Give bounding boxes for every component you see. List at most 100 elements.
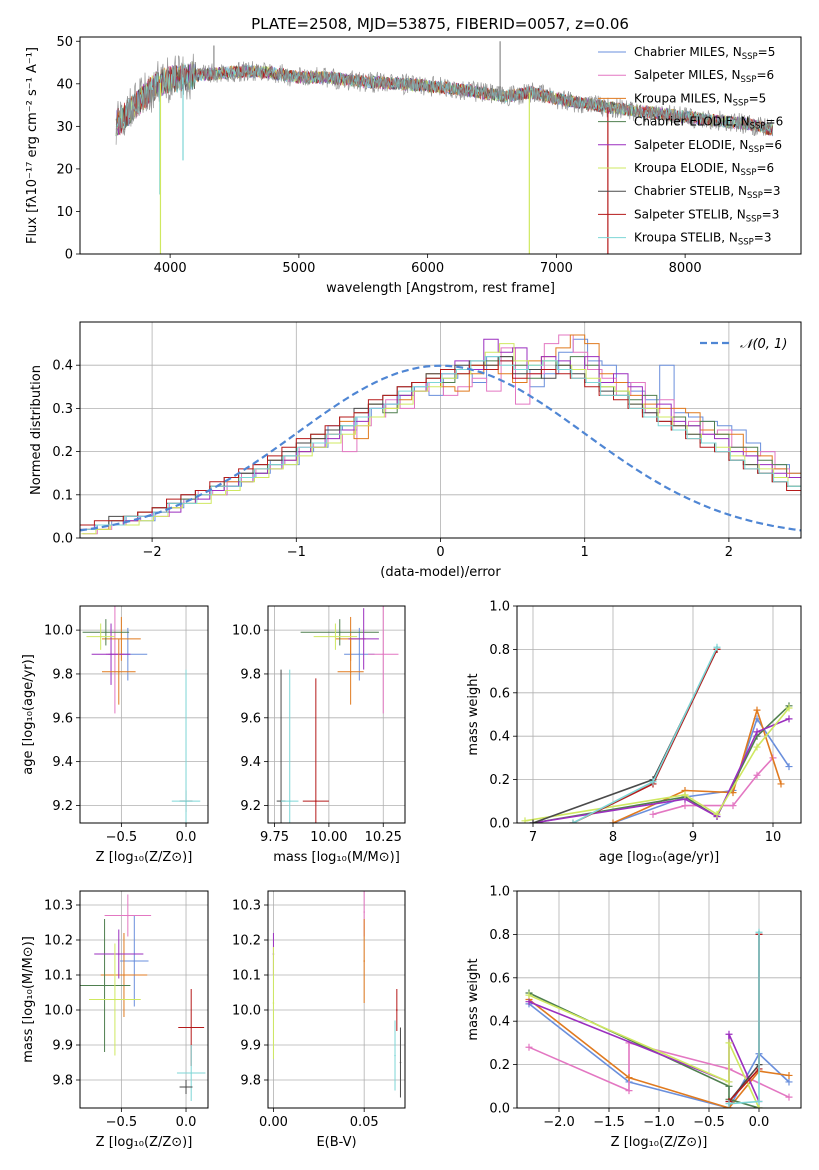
x-tick-label: 10.00: [310, 830, 347, 845]
data-point: [315, 800, 317, 802]
error-bars: [80, 894, 206, 1101]
weight-line: [528, 998, 790, 1108]
data-point: [185, 1086, 187, 1088]
x-tick-label: 0.0: [749, 1115, 770, 1130]
weight-marker: [713, 810, 721, 818]
figure-title: PLATE=2508, MJD=53875, FIBERID=0057, z=0…: [251, 15, 629, 33]
x-tick-label: 1: [581, 545, 589, 560]
x-tick-label: 7000: [540, 261, 573, 276]
plot-frame: [79, 36, 802, 255]
plot-frame: [267, 605, 406, 824]
x-axis-label: E(B-V): [316, 1135, 356, 1150]
plot-frame: [516, 605, 802, 824]
y-tick-label: 30: [56, 120, 73, 135]
weight-marker: [681, 802, 689, 810]
data-point: [110, 653, 112, 656]
data-point: [127, 914, 129, 917]
data-point: [362, 638, 365, 640]
y-tick-label: 10.1: [232, 969, 261, 984]
y-tick-label: 0.0: [489, 817, 510, 832]
legend-label: Chabrier STELIB, NSSP=3: [634, 184, 781, 201]
y-tick-label: 10.2: [232, 934, 261, 949]
x-tick-label: 9: [689, 830, 697, 845]
data-point: [334, 635, 337, 638]
y-axis-label: Flux [fλ10⁻¹⁷ erg cm⁻² s⁻¹ A⁻¹]: [25, 47, 40, 244]
y-tick-label: 0.0: [52, 532, 73, 547]
x-tick-label: 0.05: [350, 1115, 379, 1130]
data-point: [120, 638, 123, 640]
x-axis-label: wavelength [Angstrom, rest frame]: [326, 281, 555, 296]
weight-marker: [753, 728, 761, 736]
weight-marker: [785, 715, 793, 723]
data-point: [272, 1002, 275, 1004]
plot-frame: [79, 321, 802, 539]
x-tick-label: −0.5: [106, 830, 138, 845]
x-tick-label: 10: [765, 830, 782, 845]
x-tick-label: 8: [609, 830, 617, 845]
spectrum-chart: 4000 5000 6000 7000 8000 0 10 20 30 40 50 wavelengt…: [25, 35, 802, 296]
y-tick-label: 0.2: [489, 1058, 510, 1073]
y-tick-label: 9.6: [240, 711, 261, 726]
weight-line: [528, 994, 760, 1108]
y-axis-label: age [log₁₀(age/yr)]: [21, 654, 36, 775]
legend-label: Chabrier MILES, NSSP=5: [634, 45, 775, 62]
x-tick-label: −1.5: [593, 1115, 625, 1130]
y-tick-label: 0.2: [52, 445, 73, 460]
y-tick-label: 9.8: [240, 667, 261, 682]
data-point: [396, 1009, 398, 1011]
x-tick-label: −0.5: [693, 1115, 725, 1130]
y-tick-label: 10.0: [232, 1004, 261, 1019]
y-axis-label: Normed distribution: [29, 365, 44, 495]
legend-label: Chabrier ELODIE, NSSP=6: [634, 115, 783, 132]
weight-line: [652, 757, 774, 816]
y-tick-label: 0.4: [52, 359, 73, 374]
y-tick-label: 9.9: [240, 1039, 261, 1054]
x-axis-label: age [log₁₀(age/yr)]: [599, 850, 720, 865]
mass-vs-metallicity-chart: −0.5 0.0 9.8 9.9 10.0 10.1 10.2 10.3 Z [log₁₀(Z/…: [21, 890, 209, 1150]
weight-marker: [569, 819, 577, 823]
histogram-step: [80, 360, 801, 526]
y-tick-label: 10.0: [44, 624, 73, 639]
data-point: [185, 800, 187, 802]
x-tick-label: 5000: [282, 261, 315, 276]
x-tick-label: 6000: [411, 261, 444, 276]
y-tick-label: 10.0: [232, 624, 261, 639]
y-tick-label: 40: [56, 77, 73, 92]
weight-marker: [725, 1030, 733, 1038]
y-tick-label: 0.1: [52, 488, 73, 503]
data-point: [114, 998, 116, 1001]
data-point: [105, 631, 107, 634]
y-tick-label: 0.2: [489, 773, 510, 788]
spectrum-lines: [115, 41, 774, 254]
mass-weight-vs-age-chart: 7 8 9 10 0.0 0.2 0.4 0.6 0.8 1.0 age [log₁₀(age/yr…: [466, 600, 802, 865]
plot-frame: [79, 890, 209, 1109]
normal-curve: [80, 364, 801, 532]
weight-marker: [785, 1071, 793, 1079]
legend: 𝒩(0, 1): [700, 337, 787, 352]
data-point: [117, 953, 120, 955]
data-point: [133, 960, 136, 962]
x-axis-label: Z [log₁₀(Z/Z⊙)]: [96, 850, 193, 865]
age-vs-mass-chart: 9.75 10.00 10.25 9.2 9.4 9.6 9.8 10.0 mass [log₁…: [232, 605, 406, 865]
weight-marker: [755, 1104, 763, 1108]
weight-marker: [625, 1087, 633, 1095]
x-axis-label: Z [log₁₀(Z/Z⊙)]: [96, 1135, 193, 1150]
x-axis-label: Z [log₁₀(Z/Z⊙)]: [611, 1135, 708, 1150]
x-tick-label: 0.0: [176, 830, 197, 845]
y-tick-label: 9.4: [52, 755, 73, 770]
y-tick-label: 0.4: [489, 1015, 510, 1030]
y-tick-label: 9.6: [52, 711, 73, 726]
y-tick-label: 0.6: [489, 686, 510, 701]
x-tick-label: 0.0: [176, 1115, 197, 1130]
spectrum-line: [115, 53, 774, 145]
x-tick-label: −0.5: [106, 1115, 138, 1130]
data-point: [399, 1061, 402, 1064]
weight-marker: [785, 1093, 793, 1101]
data-point: [358, 653, 361, 656]
weight-marker: [725, 1039, 733, 1047]
age-vs-metallicity-chart: −0.5 0.0 9.2 9.4 9.6 9.8 10.0 Z [log₁₀(Z/Z⊙)] ag…: [21, 605, 209, 865]
data-point: [363, 960, 365, 962]
data-point: [99, 635, 102, 638]
legend-label: Kroupa MILES, NSSP=5: [634, 91, 766, 108]
error-bars: [276, 606, 399, 823]
